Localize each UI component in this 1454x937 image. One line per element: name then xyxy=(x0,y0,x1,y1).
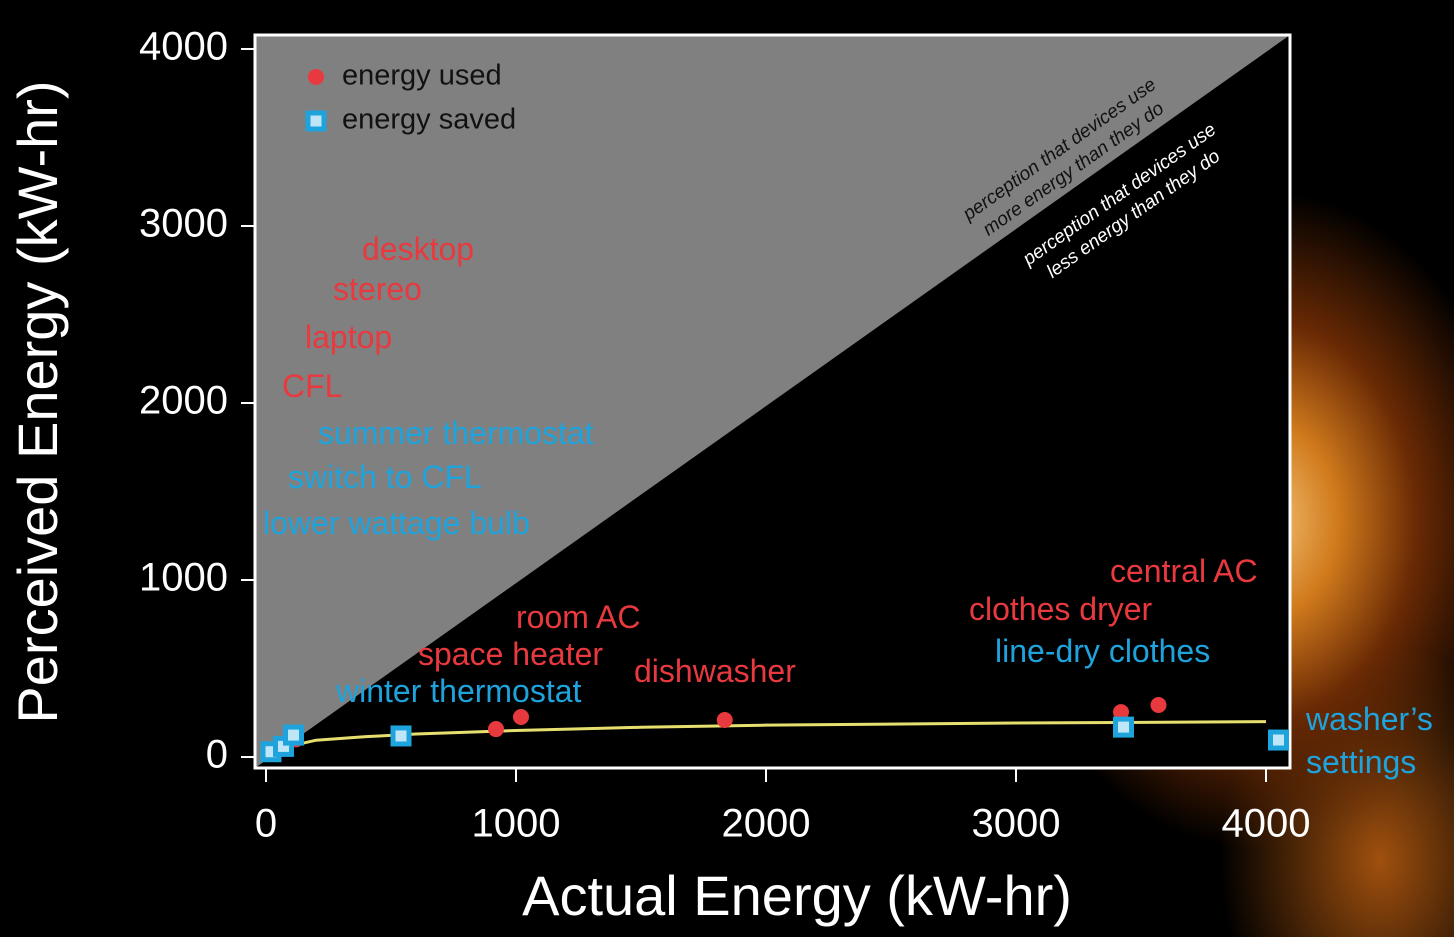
point xyxy=(1268,729,1289,751)
y-axis-title: Perceived Energy (kW-hr) xyxy=(6,80,69,723)
point-annotation: CFL xyxy=(282,368,343,404)
point xyxy=(308,69,324,85)
point-annotation: winter thermostat xyxy=(336,673,582,709)
point xyxy=(716,712,733,729)
x-tick-label: 4000 xyxy=(1222,802,1311,846)
y-tick-label: 4000 xyxy=(139,25,228,69)
x-tick-label: 0 xyxy=(255,802,277,846)
x-tick-label: 3000 xyxy=(972,802,1061,846)
y-tick-label: 1000 xyxy=(139,556,228,600)
point-annotation: switch to CFL xyxy=(288,459,482,495)
legend-label: energy saved xyxy=(342,104,516,136)
point-annotation: summer thermostat xyxy=(318,415,594,451)
point-annotation: clothes dryer xyxy=(969,591,1153,627)
point xyxy=(488,721,504,738)
x-tick-label: 2000 xyxy=(722,802,811,846)
y-tick-label: 0 xyxy=(206,733,228,777)
point-annotation: room AC xyxy=(516,599,641,635)
point-annotation: desktop xyxy=(362,231,475,267)
x-tick-label: 1000 xyxy=(472,802,561,846)
trend-line xyxy=(280,720,1267,750)
point xyxy=(1150,696,1167,713)
point-annotation: stereo xyxy=(333,271,422,307)
point-annotation: washer’s settings xyxy=(1306,701,1433,780)
y-tick-label: 3000 xyxy=(139,202,228,246)
x-axis-title: Actual Energy (kW-hr) xyxy=(522,864,1072,927)
point xyxy=(390,725,412,747)
point-annotation: central AC xyxy=(1110,553,1258,589)
overestimate-region xyxy=(255,35,1290,768)
point-annotation: space heater xyxy=(418,636,604,672)
point xyxy=(1113,716,1134,738)
legend-label: energy used xyxy=(342,60,502,92)
point xyxy=(1113,704,1129,721)
point-annotation: line-dry clothes xyxy=(995,633,1211,669)
point-annotation: laptop xyxy=(305,319,393,355)
point xyxy=(305,110,327,132)
plot-frame xyxy=(253,33,1292,770)
point-annotation: lower wattage bulb xyxy=(263,505,530,541)
y-tick-label: 2000 xyxy=(139,379,228,423)
point xyxy=(283,724,304,746)
point-annotation: dishwasher xyxy=(634,653,796,689)
point xyxy=(513,709,529,726)
